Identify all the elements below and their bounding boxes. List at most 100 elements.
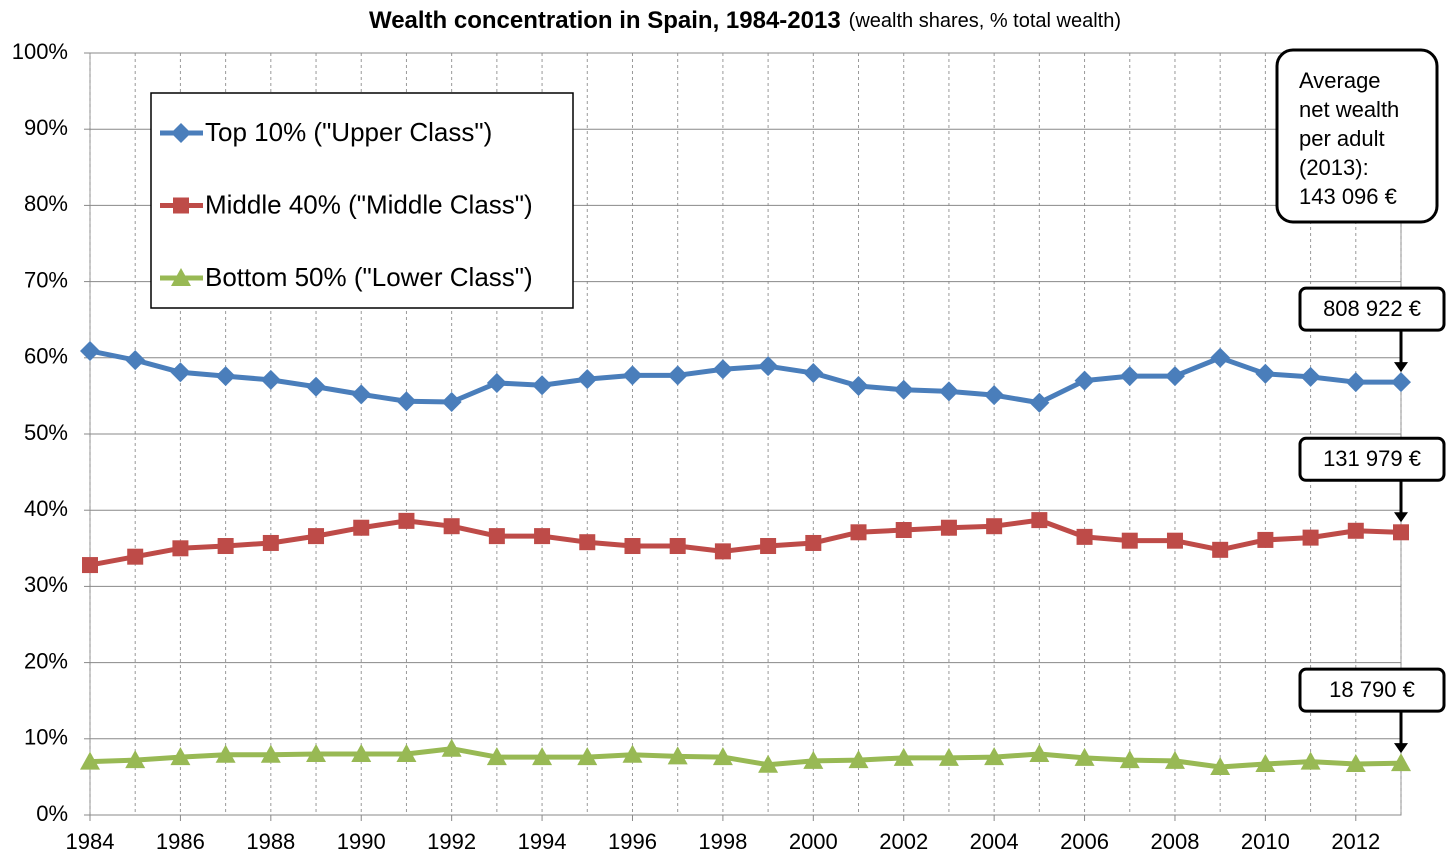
marker-square [1212,541,1229,558]
marker-diamond [1164,366,1185,387]
marker-diamond [1210,347,1231,368]
annotation-box [1275,48,1439,224]
marker-triangle [1255,753,1276,772]
marker-diamond [351,384,372,405]
series-line [89,348,1401,406]
marker-triangle [1029,744,1050,763]
marker-triangle [1164,750,1185,769]
annotation-box [1298,286,1446,332]
x-tick-label: 2006 [1060,829,1109,854]
marker-diamond [1300,366,1321,387]
x-tick-label: 1990 [337,829,386,854]
y-tick-label: 10% [24,725,68,750]
chart-title: Wealth concentration in Spain, 1984-2013 [369,7,841,34]
marker-triangle [848,750,869,769]
x-tick-label: 1996 [608,829,657,854]
legend-label: Middle 40% ("Middle Class") [205,189,533,219]
marker-diamond [532,375,553,396]
marker-diamond [758,356,779,377]
annotation-arrowhead [1394,743,1408,754]
marker-square [217,538,234,555]
marker-triangle [893,747,914,766]
marker-triangle [1074,747,1095,766]
annotation-line: Average [1299,68,1381,93]
x-tick-label: 1988 [246,829,295,854]
marker-square [534,528,551,545]
marker-square [850,524,867,541]
legend-box [150,92,574,309]
marker-square [624,538,641,555]
marker-triangle [1391,753,1411,772]
annotation-arrowhead [1394,362,1408,373]
legend: Top 10% ("Upper Class") Middle 40% ("Midd… [150,92,574,309]
marker-triangle [1119,750,1140,769]
x-tick-label: 2010 [1241,829,1290,854]
marker-diamond [396,391,417,412]
marker-diamond [125,350,146,371]
marker-diamond [170,362,191,383]
x-tick-label: 2012 [1331,829,1380,854]
marker-triangle [486,747,507,766]
marker-diamond [803,363,824,384]
marker-triangle [351,744,372,763]
x-tick-label: 1992 [427,829,476,854]
marker-square [669,538,686,555]
y-tick-label: 70% [24,267,68,292]
marker-diamond [848,375,869,396]
marker-diamond [667,365,688,386]
marker-triangle [667,746,688,765]
annotation-label: 18 790 € [1329,677,1415,702]
annotation-line: per adult [1299,126,1385,151]
marker-square [895,522,912,539]
marker-triangle [396,744,417,763]
marker-diamond [893,379,914,400]
marker-diamond [1255,363,1276,384]
marker-triangle [171,268,191,286]
marker-diamond [1391,372,1411,393]
series-line [89,517,1402,568]
marker-square [1076,528,1093,545]
marker-square [1347,522,1364,539]
marker-diamond [1345,372,1366,393]
marker-diamond [622,365,643,386]
y-tick-label: 60% [24,344,68,369]
marker-triangle [1210,756,1231,775]
chart-title-group: Wealth concentration in Spain, 1984-2013… [369,7,1121,34]
marker-square [488,528,505,545]
marker-square [714,543,731,560]
marker-triangle [306,744,327,763]
marker-square [1393,524,1409,541]
marker-triangle [532,747,553,766]
y-tick-label: 50% [24,420,68,445]
x-tick-label: 2008 [1150,829,1199,854]
y-tick-label: 30% [24,572,68,597]
marker-square [262,534,279,551]
x-tick-label: 1998 [698,829,747,854]
marker-diamond [306,376,327,397]
marker-triangle [712,747,733,766]
annotation-line: (2013): [1299,155,1369,180]
marker-square [82,557,98,574]
series-line [89,746,1402,770]
marker-square [353,519,370,536]
marker-diamond [938,381,959,402]
annotation-label: 131 979 € [1323,446,1421,471]
y-tick-label: 40% [24,496,68,521]
marker-triangle [441,738,462,757]
marker-triangle [984,747,1005,766]
x-tick-label: 1994 [518,829,567,854]
marker-diamond [260,369,281,390]
marker-triangle [938,747,959,766]
marker-square [805,534,822,551]
marker-diamond [1074,370,1095,391]
marker-square [308,528,325,545]
marker-square [443,518,460,535]
marker-diamond [1029,392,1050,413]
annotation-arrowhead [1394,512,1408,523]
annotation-line: 143 096 € [1299,184,1397,209]
x-tick-label: 2002 [879,829,928,854]
marker-diamond [577,369,598,390]
marker-diamond [171,123,191,143]
x-tick-label: 2004 [970,829,1019,854]
